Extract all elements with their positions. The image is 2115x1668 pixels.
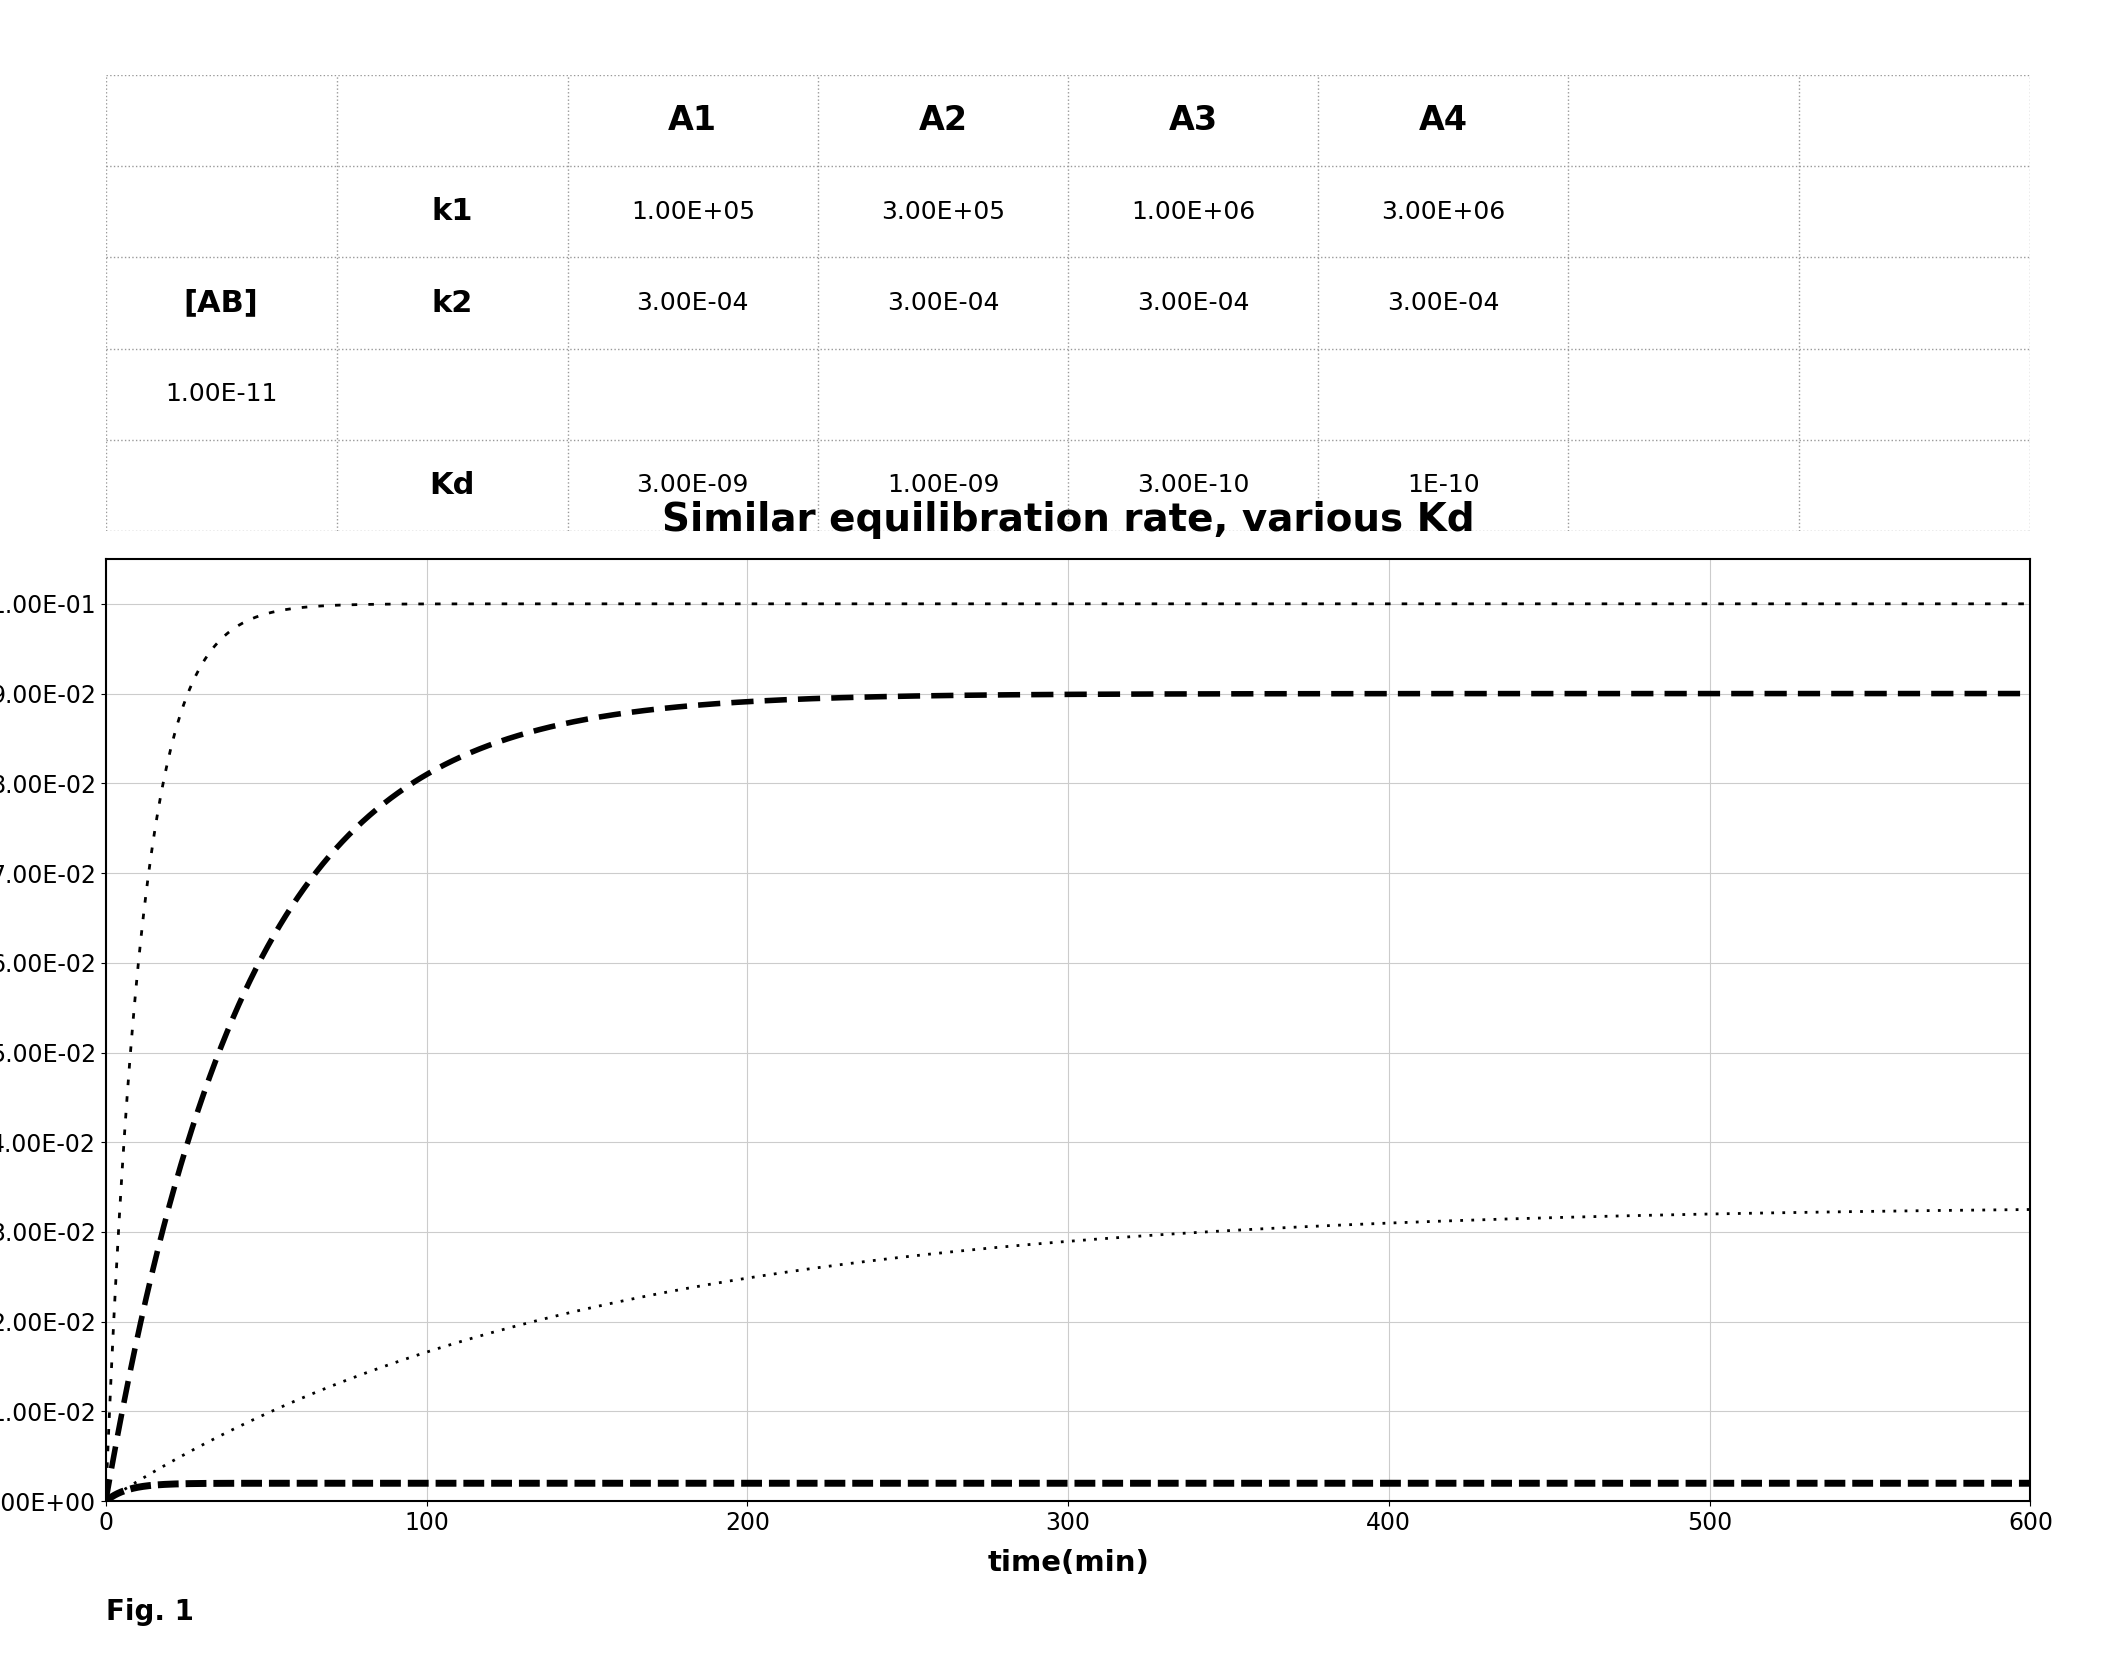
A2: [1248, 684, 1273, 704]
A1: [442, 594, 467, 614]
Text: 1.00E-09: 1.00E-09: [886, 474, 998, 497]
Text: 3.00E-04: 3.00E-04: [886, 290, 998, 315]
A1: [1345, 594, 1371, 614]
A1: [1675, 594, 1700, 614]
Text: 1E-10: 1E-10: [1406, 474, 1480, 497]
Text: Kd: Kd: [429, 470, 476, 500]
A4: [1345, 1473, 1371, 1493]
A4: [442, 1473, 467, 1493]
A1: [1529, 594, 1555, 614]
A4: [93, 1491, 118, 1511]
Text: 3.00E-04: 3.00E-04: [637, 290, 749, 315]
A2: [829, 687, 854, 707]
Text: A4: A4: [1419, 103, 1468, 137]
A4: [2018, 1473, 2043, 1493]
A3: [1248, 1219, 1273, 1239]
A2: [2018, 684, 2043, 704]
A3: [829, 1254, 854, 1274]
A2: [1345, 684, 1371, 704]
Text: 3.00E-04: 3.00E-04: [1138, 290, 1250, 315]
A4: [1529, 1473, 1555, 1493]
Text: Fig. 1: Fig. 1: [106, 1598, 195, 1626]
Text: 3.00E-10: 3.00E-10: [1138, 474, 1250, 497]
Text: k2: k2: [431, 289, 474, 317]
Line: A4: A4: [106, 1483, 2030, 1501]
X-axis label: time(min): time(min): [988, 1550, 1148, 1576]
A3: [1529, 1208, 1555, 1228]
A2: [442, 749, 467, 769]
A1: [829, 594, 854, 614]
Text: k1: k1: [431, 197, 474, 227]
Text: 3.00E-04: 3.00E-04: [1387, 290, 1500, 315]
A1: [93, 1491, 118, 1511]
Text: A1: A1: [668, 103, 717, 137]
Title: Similar equilibration rate, various Kd: Similar equilibration rate, various Kd: [662, 500, 1474, 539]
A2: [93, 1491, 118, 1511]
A3: [2018, 1199, 2043, 1219]
A4: [895, 1473, 920, 1493]
Line: A3: A3: [106, 1209, 2030, 1501]
A3: [1345, 1214, 1371, 1234]
A1: [1248, 594, 1273, 614]
Text: 1.00E+05: 1.00E+05: [630, 200, 755, 224]
A2: [1675, 684, 1700, 704]
A3: [1675, 1204, 1700, 1224]
A2: [1529, 684, 1555, 704]
A3: [442, 1333, 467, 1353]
Text: A2: A2: [918, 103, 967, 137]
Text: 3.00E-09: 3.00E-09: [637, 474, 749, 497]
Line: A1: A1: [106, 604, 2030, 1501]
Text: 1.00E-11: 1.00E-11: [165, 382, 277, 407]
Text: A3: A3: [1170, 103, 1218, 137]
Text: [AB]: [AB]: [184, 289, 258, 317]
A1: [2018, 594, 2043, 614]
A4: [1248, 1473, 1273, 1493]
Text: 3.00E+06: 3.00E+06: [1381, 200, 1506, 224]
A4: [829, 1473, 854, 1493]
Text: 1.00E+06: 1.00E+06: [1132, 200, 1256, 224]
A1: [1428, 594, 1453, 614]
Text: 3.00E+05: 3.00E+05: [882, 200, 1005, 224]
Legend: A1, A2, A3, A4: A1, A2, A3, A4: [2111, 946, 2115, 1114]
Line: A2: A2: [106, 694, 2030, 1501]
A3: [93, 1491, 118, 1511]
A4: [1675, 1473, 1700, 1493]
